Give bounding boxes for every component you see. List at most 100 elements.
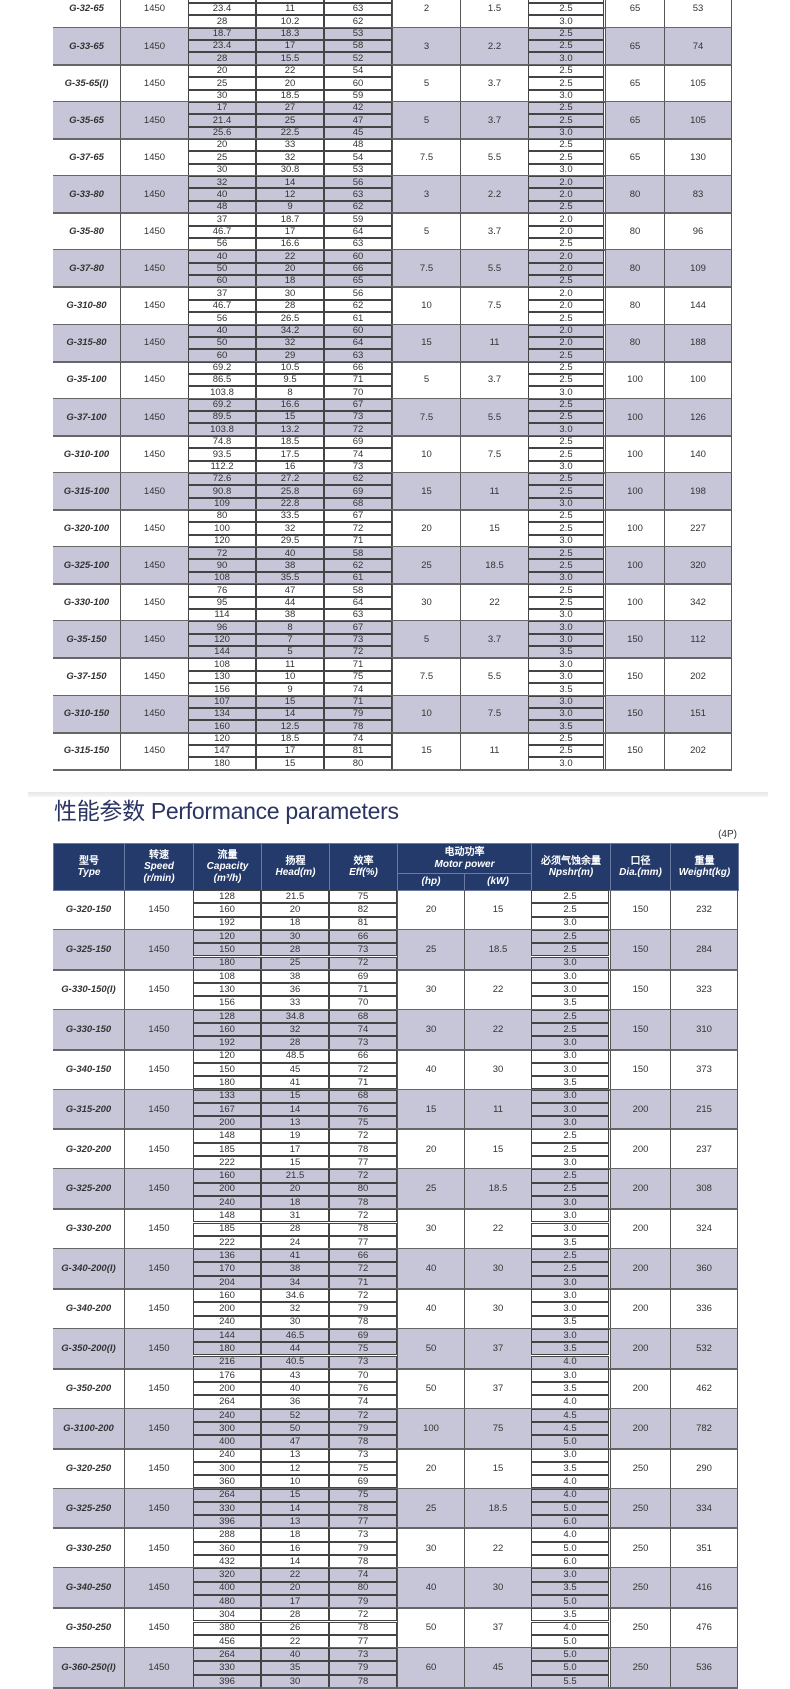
speed: 1450 — [124, 1528, 193, 1569]
motor-kw: 18.5 — [460, 547, 528, 585]
motor-kw: 30 — [464, 1289, 531, 1329]
npshr: 3.0 — [531, 1049, 609, 1063]
head: 38 — [261, 969, 329, 984]
motor-hp: 20 — [397, 1129, 464, 1170]
efficiency — [324, 0, 392, 3]
model-type: G-3100-200 — [53, 1408, 124, 1449]
diameter: 200 — [610, 1249, 670, 1289]
npshr: 2.5 — [528, 510, 604, 523]
motor-kw: 3.7 — [460, 64, 528, 102]
header-motor-cn: 电动功率 — [444, 847, 485, 858]
head: 13 — [261, 1448, 329, 1462]
capacity: 37 — [188, 287, 256, 300]
npshr: 4.0 — [531, 1528, 609, 1542]
motor-hp: 50 — [397, 1368, 464, 1409]
weight: 202 — [664, 658, 732, 696]
capacity: 25 — [188, 151, 256, 164]
capacity: 160 — [193, 1023, 261, 1037]
capacity: 432 — [193, 1555, 261, 1569]
capacity: 204 — [193, 1275, 261, 1289]
efficiency: 78 — [329, 1674, 397, 1688]
speed: 1450 — [120, 0, 188, 28]
capacity: 288 — [193, 1528, 261, 1542]
efficiency: 66 — [324, 361, 392, 374]
diameter: 250 — [610, 1568, 670, 1609]
npshr: 3.0 — [531, 1062, 609, 1077]
weight: 284 — [670, 929, 738, 970]
weight: 351 — [670, 1528, 738, 1569]
diameter: 200 — [610, 1328, 670, 1369]
weight: 373 — [670, 1049, 738, 1090]
model-type: G-330-100 — [63, 597, 110, 608]
head: 17 — [261, 1594, 329, 1609]
efficiency: 78 — [329, 1501, 397, 1516]
capacity: 160 — [193, 903, 261, 917]
motor-hp: 5 — [392, 101, 460, 139]
efficiency: 56 — [324, 176, 392, 189]
capacity: 50 — [188, 336, 256, 350]
header-motor-power: 电动功率 Motor power — [397, 843, 532, 874]
model-type: G-330-150(I) — [61, 983, 116, 995]
weight: 237 — [670, 1129, 738, 1170]
efficiency: 80 — [329, 1182, 397, 1196]
head: 45 — [261, 1062, 329, 1077]
head: 15 — [261, 1156, 329, 1170]
speed: 1450 — [120, 658, 188, 696]
model-type: G-33-65 — [53, 27, 120, 65]
efficiency: 69 — [324, 435, 392, 449]
capacity: 128 — [193, 890, 261, 904]
speed: 1450 — [124, 1009, 193, 1050]
head: 18.7 — [256, 213, 324, 226]
weight: 308 — [670, 1169, 738, 1210]
npshr: 2.5 — [528, 101, 604, 115]
model-type: G-325-100 — [53, 547, 120, 585]
speed: 1450 — [120, 139, 188, 177]
header-weight-cn: 重量 — [694, 855, 715, 867]
head: 25 — [261, 956, 329, 970]
capacity: 40 — [188, 250, 256, 263]
speed: 1450 — [124, 969, 193, 1010]
motor-kw: 7.5 — [460, 287, 528, 325]
motor-hp: 3 — [392, 176, 460, 214]
npshr: 2.5 — [528, 596, 604, 609]
efficiency: 48 — [324, 139, 392, 152]
npshr: 2.5 — [528, 522, 604, 535]
motor-hp: 15 — [392, 472, 460, 510]
npshr: 4.5 — [531, 1408, 609, 1422]
capacity: 167 — [193, 1102, 261, 1117]
capacity: 200 — [193, 1302, 261, 1316]
npshr: 3.5 — [531, 1342, 609, 1356]
npshr: 4.0 — [531, 1395, 609, 1409]
head: 7 — [256, 633, 324, 647]
model-type: G-33-80 — [53, 176, 120, 214]
diameter: 150 — [605, 695, 664, 733]
model-type: G-315-150 — [63, 745, 110, 757]
capacity: 40 — [188, 324, 256, 337]
weight: 215 — [670, 1089, 738, 1130]
head: 41 — [261, 1249, 329, 1263]
head: 19 — [261, 1129, 329, 1143]
npshr: 3.5 — [531, 1461, 609, 1476]
npshr: 5.0 — [531, 1594, 609, 1609]
speed: 1450 — [124, 1608, 193, 1649]
head: 40 — [261, 1382, 329, 1396]
efficiency: 58 — [324, 584, 392, 597]
head: 16.6 — [256, 398, 324, 412]
head: 21.5 — [261, 890, 329, 904]
capacity: 80 — [188, 510, 256, 523]
npshr: 2.0 — [528, 287, 604, 300]
head: 43 — [261, 1368, 329, 1383]
capacity: 160 — [193, 1289, 261, 1303]
efficiency: 72 — [329, 1062, 397, 1077]
weight: 100 — [664, 361, 732, 399]
efficiency: 63 — [324, 2, 392, 16]
head: 47 — [256, 584, 324, 597]
speed: 1450 — [124, 1568, 193, 1609]
capacity: 17 — [188, 101, 256, 115]
weight: 105 — [664, 101, 732, 139]
npshr: 3.0 — [531, 1089, 609, 1103]
head: 33 — [256, 139, 324, 152]
head: 41 — [261, 1076, 329, 1090]
diameter: 80 — [605, 250, 664, 288]
diameter: 65 — [605, 101, 664, 139]
